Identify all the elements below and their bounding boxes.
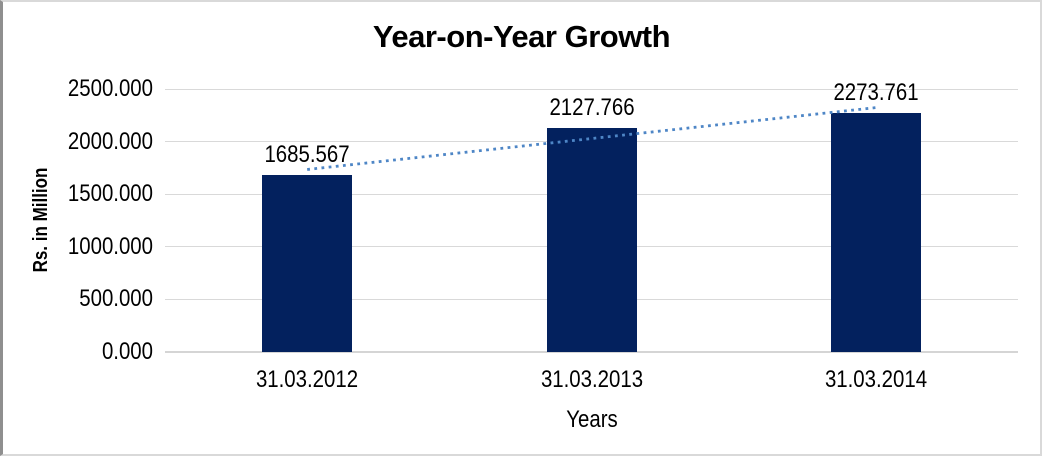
- x-tick-label: 31.03.2013: [540, 366, 643, 393]
- bar: [262, 174, 353, 352]
- x-tick-label: 31.03.2014: [824, 366, 927, 393]
- gridline: [165, 351, 1018, 353]
- chart-title: Year-on-Year Growth: [372, 19, 671, 54]
- gridline: [165, 88, 1018, 90]
- y-tick-label: 2500.000: [67, 75, 153, 102]
- y-tick-label: 2000.000: [67, 127, 153, 155]
- bar-value-label: 2273.761: [833, 78, 919, 106]
- y-tick-label: 1500.000: [67, 180, 153, 208]
- y-axis-title: Rs. in Million: [30, 167, 52, 273]
- x-axis-title: Years: [565, 406, 618, 433]
- x-tick-label: 31.03.2012: [256, 366, 359, 393]
- bar-value-label: 2127.766: [548, 94, 635, 122]
- bar-value-label: 1685.567: [264, 140, 350, 168]
- y-tick-label: 500.000: [79, 285, 153, 313]
- y-tick-label: 0.000: [101, 338, 153, 365]
- y-tick-label: 1000.000: [67, 232, 153, 260]
- bar: [830, 112, 921, 352]
- bar: [546, 128, 637, 352]
